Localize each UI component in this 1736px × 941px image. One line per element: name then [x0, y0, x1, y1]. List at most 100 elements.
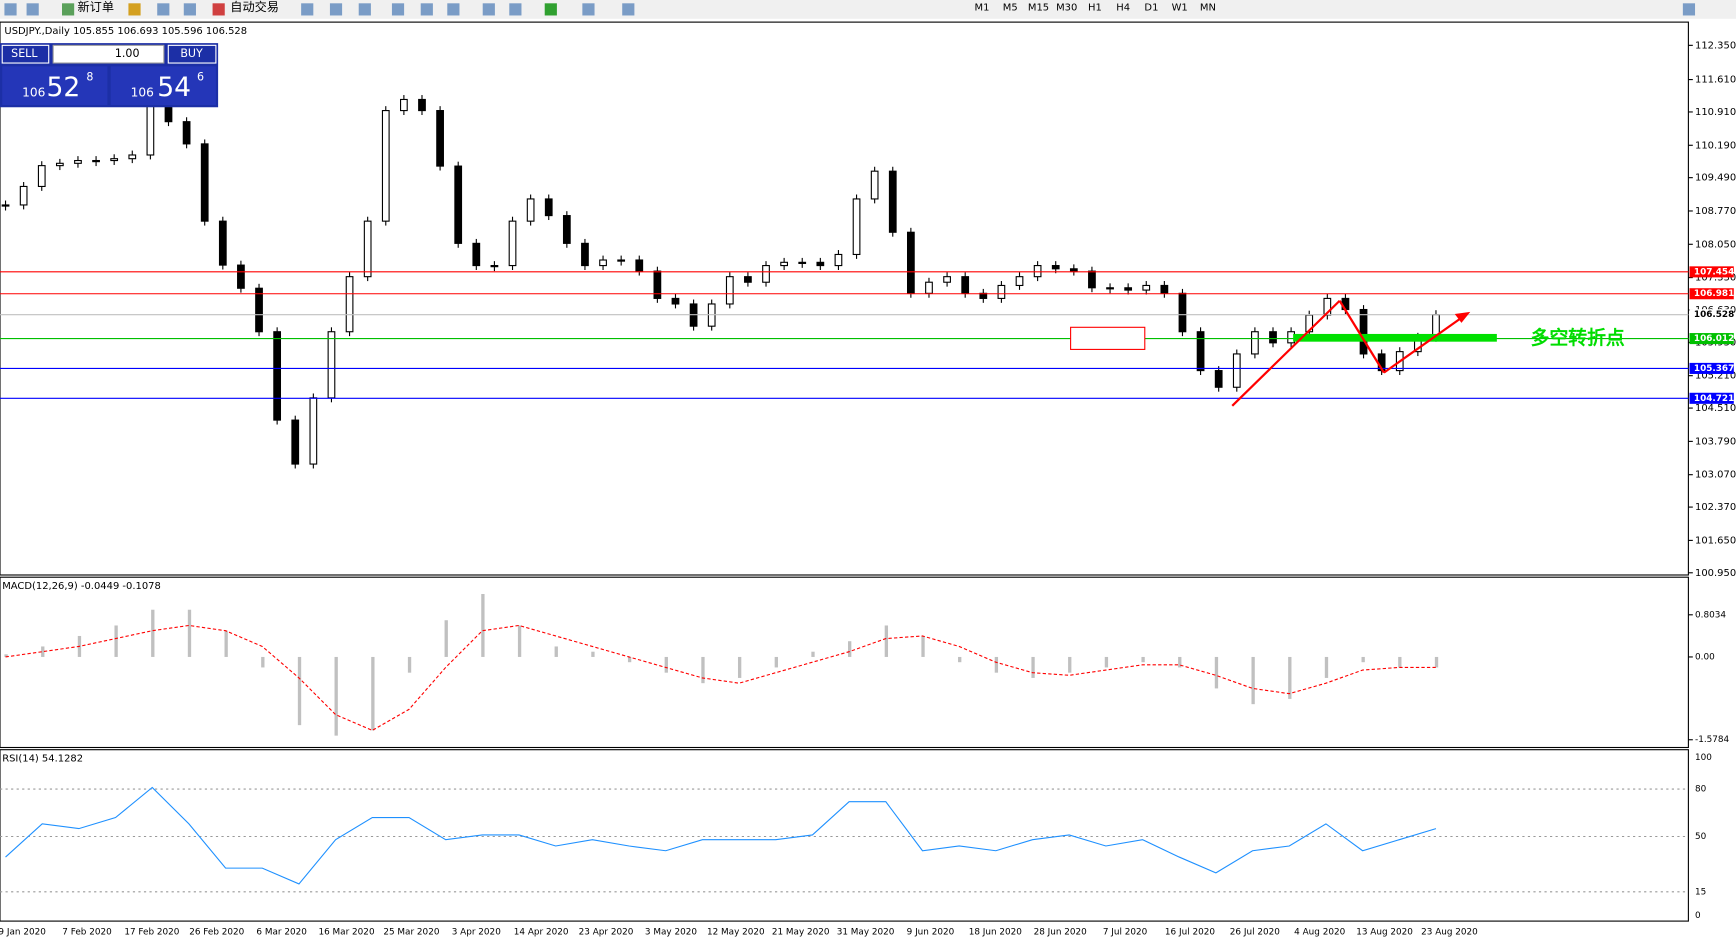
candle — [816, 261, 825, 267]
sell-price-small: 8 — [86, 70, 93, 83]
macd-bar — [958, 656, 962, 663]
timeframe-button[interactable]: D1 — [1144, 3, 1158, 14]
candle — [870, 170, 879, 200]
candle — [418, 98, 426, 112]
buy-price-small: 6 — [197, 70, 204, 83]
macd-bar — [1361, 656, 1365, 663]
y-tick-label: 100.950 — [1695, 568, 1736, 579]
level-label: 106.012 — [1694, 334, 1734, 344]
candle — [1269, 331, 1277, 344]
level-label: 106.528 — [1694, 310, 1734, 320]
x-tick-label: 14 Apr 2020 — [514, 928, 569, 938]
y-tick-label: 110.910 — [1695, 107, 1736, 118]
candle — [852, 198, 861, 256]
x-tick-label: 4 Aug 2020 — [1294, 928, 1345, 938]
macd-bar — [517, 625, 522, 657]
level-label-box — [1689, 266, 1734, 278]
candle — [1033, 265, 1042, 278]
macd-bar — [884, 625, 889, 657]
candle — [110, 158, 119, 162]
y-tick-label: 108.050 — [1695, 239, 1736, 250]
candle — [997, 284, 1006, 299]
macd-bar — [224, 630, 228, 657]
buy-label: BUY — [180, 47, 203, 60]
macd-bar — [1031, 656, 1035, 678]
macd-bar — [1104, 656, 1109, 668]
macd-bar — [114, 625, 118, 657]
candle — [200, 143, 209, 222]
lots-value: 1.00 — [115, 47, 140, 60]
candle — [581, 242, 589, 267]
macd-bar — [407, 656, 412, 673]
drawings — [1070, 299, 1497, 407]
y-tick-label: 110.190 — [1695, 140, 1736, 151]
candle — [146, 98, 155, 156]
y-tick-label: 0.00 — [1695, 652, 1715, 662]
macd-bar — [701, 656, 705, 684]
candle — [237, 264, 245, 289]
timeframe-button[interactable]: M15 — [1028, 3, 1049, 14]
y-tick-label: 107.330 — [1695, 273, 1736, 284]
y-tick-label: 111.610 — [1695, 75, 1736, 86]
timeframe-button[interactable]: H1 — [1088, 3, 1102, 14]
candle — [1069, 268, 1078, 272]
timeframe-button[interactable]: M1 — [975, 3, 990, 14]
timeframe-button[interactable]: MN — [1200, 3, 1216, 14]
macd-bar — [1324, 656, 1329, 678]
timeframe-button[interactable]: M5 — [1003, 3, 1018, 14]
candle — [653, 270, 662, 299]
candle — [562, 215, 571, 244]
candle — [617, 259, 626, 262]
candle — [1015, 276, 1024, 287]
timeframe-button[interactable]: H4 — [1116, 3, 1130, 14]
buy-price-big: 106 — [131, 85, 154, 99]
level-label-box — [1689, 392, 1734, 404]
candle — [1196, 331, 1205, 372]
y-tick-label: 104.510 — [1695, 403, 1736, 414]
candle — [725, 276, 734, 305]
y-tick-label: -1.5784 — [1695, 735, 1730, 745]
level-label: 106.981 — [1694, 289, 1734, 299]
auto-trading-button[interactable]: 自动交易 — [230, 0, 279, 14]
candle — [291, 419, 300, 465]
candle — [635, 259, 644, 272]
candle — [671, 297, 680, 305]
macd-bar — [297, 656, 302, 726]
candle — [508, 220, 517, 267]
level-label-box — [1689, 362, 1734, 374]
macd-bar — [921, 635, 925, 657]
candle — [255, 287, 263, 333]
x-tick-label: 21 May 2020 — [772, 928, 830, 938]
x-tick-label: 16 Jul 2020 — [1165, 928, 1215, 938]
level-label: 104.721 — [1694, 394, 1734, 404]
candle — [454, 165, 463, 244]
candle — [1106, 287, 1114, 290]
candle — [1178, 292, 1187, 333]
macd-bar — [627, 656, 632, 663]
signal-line — [5, 624, 1436, 732]
x-tick-label: 9 Jun 2020 — [907, 928, 955, 938]
sell-button[interactable] — [1, 44, 50, 64]
x-tick-label: 26 Jul 2020 — [1230, 928, 1280, 938]
y-tick-label: 15 — [1695, 887, 1706, 897]
candle — [1088, 270, 1096, 289]
buy-button[interactable] — [167, 44, 217, 64]
candle — [1, 204, 10, 207]
new-order-button[interactable]: 新订单 — [78, 0, 114, 14]
x-tick-label: 7 Jul 2020 — [1103, 928, 1148, 938]
candle — [1232, 353, 1241, 388]
macd-bar — [737, 656, 742, 678]
macd-bar — [664, 656, 668, 673]
y-tick-label: 80 — [1695, 785, 1707, 795]
pivot-annotation: 多空转折点 — [1531, 326, 1625, 349]
macd-bar — [187, 609, 192, 657]
lots-input[interactable] — [52, 44, 165, 64]
timeframe-button[interactable]: W1 — [1172, 3, 1188, 14]
timeframe-button[interactable]: M30 — [1056, 3, 1077, 14]
candle — [472, 242, 481, 267]
candle — [327, 331, 336, 399]
candle — [381, 110, 390, 222]
candle — [1214, 370, 1223, 388]
macd-bar — [4, 654, 8, 657]
